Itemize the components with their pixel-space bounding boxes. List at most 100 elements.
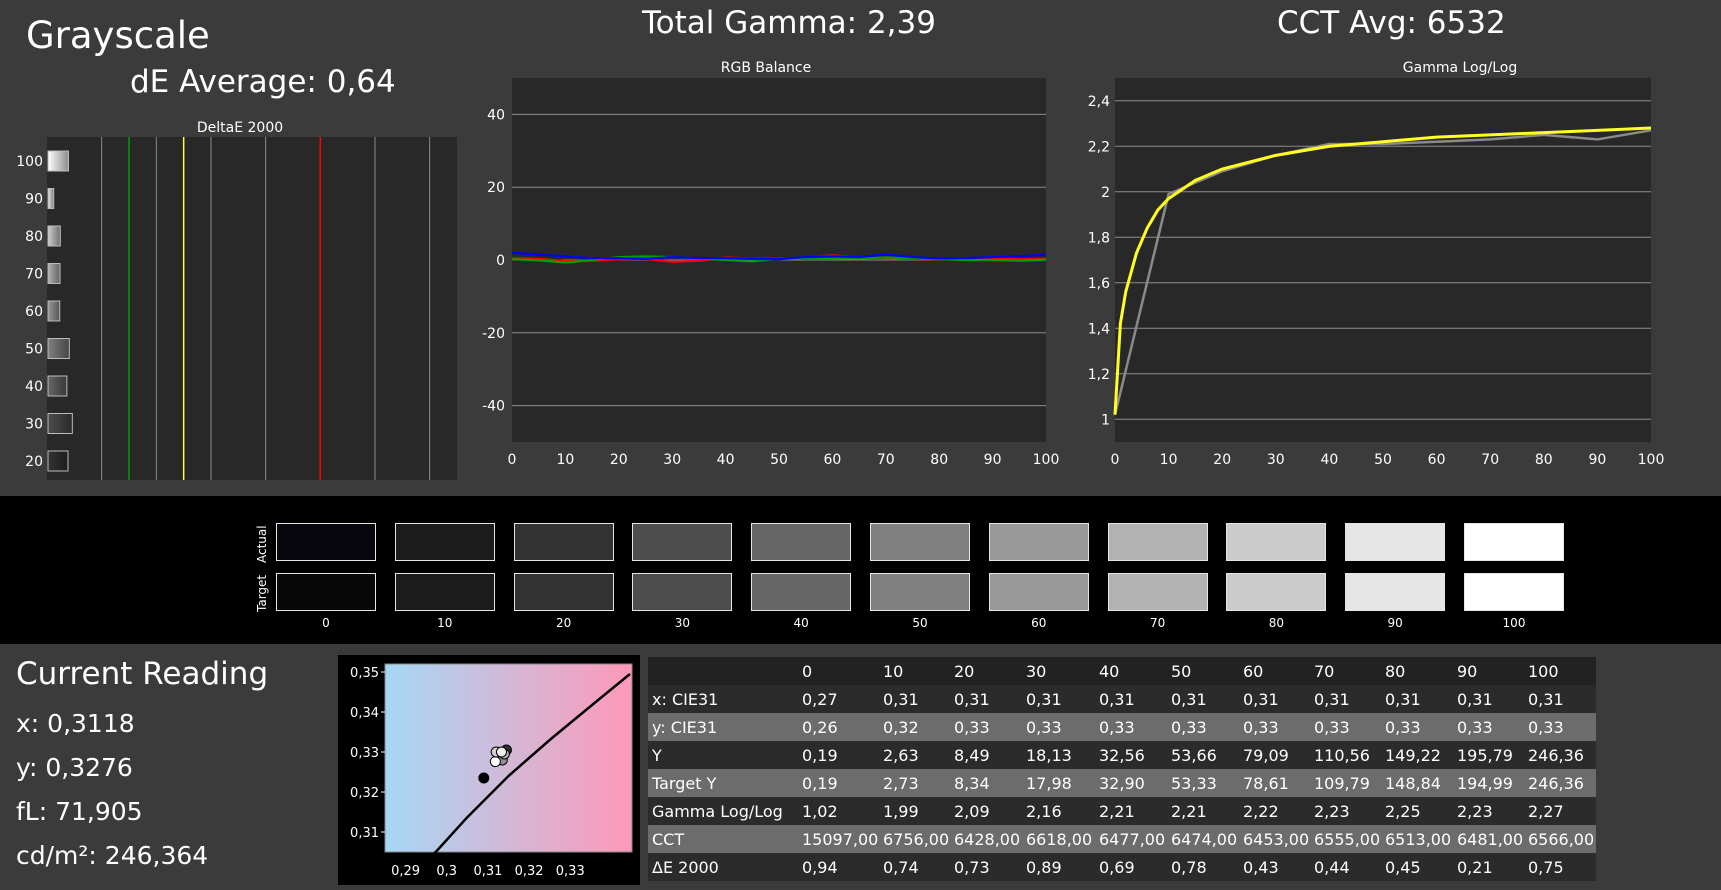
deltae-bar [47, 263, 61, 284]
cie-gradient-lower [385, 664, 632, 852]
gamma-x-tick: 100 [1638, 452, 1665, 468]
swatch-label: 50 [912, 616, 928, 630]
table-cell: 6618,00 [1022, 825, 1095, 853]
gamma-x-tick: 80 [1535, 452, 1553, 468]
table-cell: 0,74 [879, 853, 950, 881]
table-cell: 0,33 [1167, 713, 1239, 741]
table-cell: 2,22 [1239, 797, 1310, 825]
cie-chart: 0,35 0,34 0,33 0,32 0,31 0,29 0,3 0,31 0,32 0,33 [338, 655, 640, 885]
swatch-label: 20 [555, 616, 572, 630]
gamma-x-tick: 0 [1111, 452, 1120, 468]
gamma-chart: Gamma Log/Log 2,42,221,81,61,41,210 10 20 3… [1088, 60, 1665, 468]
table-column-header: 40 [1095, 657, 1167, 685]
rgb-y-tick: -20 [482, 326, 505, 342]
table-cell: 0,33 [1524, 713, 1596, 741]
table-cell: 53,33 [1167, 769, 1239, 797]
swatch-target-80 [1226, 573, 1327, 611]
table-row-label: CCT [648, 825, 798, 853]
table-cell: 0,33 [1239, 713, 1310, 741]
table-cell: 2,21 [1095, 797, 1167, 825]
rgb-x-tick: 20 [610, 452, 628, 468]
rgb-y-tick: 20 [487, 180, 505, 196]
table-row: Y 0,19 2,63 8,49 18,13 32,56 53,66 79,09 110,56 1… [648, 741, 1596, 769]
table-cell: 0,75 [1524, 853, 1596, 881]
total-gamma-label: Total Gamma: 2,39 [642, 5, 936, 41]
table-cell: 2,23 [1310, 797, 1381, 825]
table-column-header: 70 [1310, 657, 1381, 685]
swatch-target-90 [1345, 573, 1446, 611]
table-row-label: Target Y [648, 769, 798, 797]
table-column-header: 100 [1524, 657, 1596, 685]
reading-x: x: 0,3118 [16, 709, 135, 738]
swatch-label: 10 [437, 616, 453, 630]
deltae-category-label: 20 [25, 454, 43, 470]
table-row: Gamma Log/Log 1,02 1,99 2,09 2,16 2,21 2,21 2,2… [648, 797, 1596, 825]
table-cell: 0,33 [1022, 713, 1095, 741]
swatch-actual-70 [1107, 523, 1208, 561]
table-cell: 6477,00 [1095, 825, 1167, 853]
table-cell: 2,21 [1167, 797, 1239, 825]
rgb-x-tick: 70 [877, 452, 895, 468]
table-cell: 0,33 [1381, 713, 1453, 741]
table-cell: 194,99 [1453, 769, 1524, 797]
swatch-target-60 [988, 573, 1089, 611]
table-cell: 53,66 [1167, 741, 1239, 769]
table-cell: 6555,00 [1310, 825, 1381, 853]
rgb-x-tick: 80 [930, 452, 948, 468]
table-header-row: 0 10 20 30 40 50 60 70 80 90 100 [648, 657, 1596, 685]
table-row: y: CIE31 0,26 0,32 0,33 0,33 0,33 0,33 0,33 0,33… [648, 713, 1596, 741]
rgb-balance-title: RGB Balance [721, 60, 811, 76]
gamma-x-tick: 20 [1213, 452, 1231, 468]
swatch-target-0 [276, 573, 376, 611]
gamma-x-tick: 30 [1267, 452, 1285, 468]
gamma-x-tick: 90 [1588, 452, 1606, 468]
deltae-category-label: 90 [25, 192, 43, 208]
table-column-header: 30 [1022, 657, 1095, 685]
table-cell: 0,33 [1095, 713, 1167, 741]
table-column-header: 90 [1453, 657, 1524, 685]
deltae-chart-title: DeltaE 2000 [197, 120, 283, 136]
rgb-x-tick: 0 [508, 452, 517, 468]
deltae-category-label: 50 [25, 342, 43, 358]
cie-bottom-margin [384, 853, 633, 885]
cct-average-label: CCT Avg: 6532 [1277, 5, 1506, 41]
table-row: CCT 15097,00 6756,00 6428,00 6618,00 6477,00 6… [648, 825, 1596, 853]
deltae-plot-area [47, 137, 457, 480]
table-row-label: ΔE 2000 [648, 853, 798, 881]
gamma-y-tick: 1,4 [1088, 321, 1110, 337]
swatch-actual-100 [1464, 523, 1564, 561]
deltae-bar [47, 300, 61, 322]
gamma-x-tick: 60 [1428, 452, 1446, 468]
deltae-category-label: 60 [25, 304, 43, 320]
reading-fl: fL: 71,905 [16, 797, 143, 826]
reading-cdm2: cd/m²: 246,364 [16, 841, 209, 870]
table-cell: 8,49 [950, 741, 1022, 769]
gamma-y-tick: 1,2 [1088, 367, 1110, 383]
swatch-actual-0 [276, 523, 376, 561]
swatch-target-20 [513, 573, 614, 611]
table-cell: 246,36 [1524, 769, 1596, 797]
table-cell: 0,45 [1381, 853, 1453, 881]
table-cell: 0,19 [798, 769, 879, 797]
swatch-target-100 [1464, 573, 1564, 611]
cie-x-tick: 0,3 [436, 864, 457, 879]
rgb-x-tick: 60 [823, 452, 841, 468]
gamma-y-tick: 2 [1101, 185, 1110, 201]
table-row-label: Gamma Log/Log [648, 797, 798, 825]
cie-y-tick: 0,31 [350, 826, 379, 841]
deltae-bar [47, 225, 61, 247]
table-column-header: 50 [1167, 657, 1239, 685]
swatch-target-40 [751, 573, 852, 611]
swatch-actual-10 [394, 523, 495, 561]
deltae-bar [47, 450, 69, 472]
table-cell: 0,44 [1310, 853, 1381, 881]
table-cell: 15097,00 [798, 825, 879, 853]
table-cell: 6481,00 [1453, 825, 1524, 853]
gamma-x-tick: 40 [1320, 452, 1338, 468]
table-cell: 0,31 [1453, 685, 1524, 713]
table-cell: 2,09 [950, 797, 1022, 825]
swatch-actual-50 [870, 523, 970, 561]
table-cell: 0,43 [1239, 853, 1310, 881]
rgb-x-tick: 30 [663, 452, 681, 468]
swatch-label: 70 [1149, 616, 1166, 630]
